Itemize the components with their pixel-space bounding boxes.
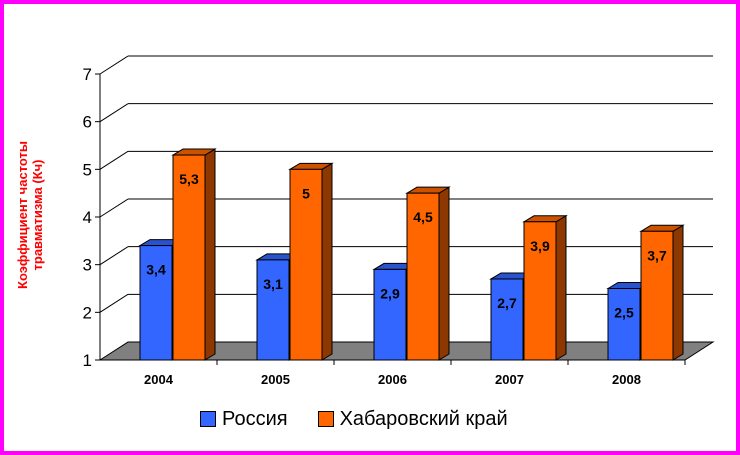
y-tick-label: 6	[83, 113, 92, 132]
y-axis-label-line-1: Коэффициент частоты	[15, 141, 30, 289]
y-tick-label: 3	[83, 256, 92, 275]
bar-front	[289, 168, 323, 361]
data-label: 5,3	[179, 171, 199, 187]
y-tick-label: 7	[83, 65, 92, 84]
gridline-side	[99, 246, 129, 266]
data-label: 2,7	[497, 295, 517, 311]
x-tick-label: 2005	[261, 372, 290, 387]
data-label: 3,1	[263, 276, 283, 292]
bar-front	[256, 259, 290, 361]
legend-item-khabarovsk: Хабаровский край	[317, 407, 508, 431]
bar-side	[555, 214, 567, 361]
y-axis-label-line-2: травматизма (Кч)	[30, 159, 45, 271]
data-label: 2,5	[614, 305, 634, 321]
bar-front	[490, 278, 524, 361]
data-label: 4,5	[413, 209, 433, 225]
x-tick-label: 2007	[495, 372, 524, 387]
legend-swatch-khabarovsk	[317, 411, 334, 427]
bar-front	[523, 221, 557, 361]
bar-khabarovsk-2008: 3,7	[639, 224, 685, 361]
bar-front	[640, 230, 674, 361]
data-label: 3,4	[146, 262, 166, 278]
y-axis-label-container: Коэффициент частоты травматизма (Кч)	[4, 110, 56, 320]
data-label: 3,7	[647, 247, 667, 263]
bar-front	[607, 288, 641, 361]
bar-front	[139, 245, 173, 361]
bar-side	[438, 186, 450, 361]
gridline-side	[99, 198, 129, 218]
bar-khabarovsk-2005: 5	[288, 162, 334, 361]
legend-label-russia: Россия	[222, 407, 288, 430]
legend: Россия Хабаровский край	[200, 404, 538, 434]
y-tick-label: 5	[83, 160, 92, 179]
data-label: 5	[302, 185, 310, 201]
bar-front	[373, 268, 407, 361]
legend-label-khabarovsk: Хабаровский край	[339, 407, 508, 430]
x-tick-label: 2006	[378, 372, 407, 387]
gridline-side	[99, 293, 129, 313]
gridline-side	[99, 55, 129, 75]
y-axis-label: Коэффициент частоты травматизма (Кч)	[15, 141, 45, 289]
gridline-side	[99, 150, 129, 170]
bar-side	[321, 162, 333, 361]
x-tick-label: 2004	[144, 372, 174, 387]
y-tick-label: 1	[83, 351, 92, 370]
y-tick-label: 2	[83, 303, 92, 322]
bar-front	[172, 154, 206, 361]
legend-swatch-russia	[200, 411, 216, 427]
bar-front	[406, 192, 440, 361]
data-label: 2,9	[380, 285, 400, 301]
bar-khabarovsk-2007: 3,9	[522, 214, 568, 361]
bar-side	[672, 224, 684, 361]
x-tick-label: 2008	[612, 372, 641, 387]
bar-side	[204, 148, 216, 361]
legend-item-russia: Россия	[200, 408, 288, 431]
bar-khabarovsk-2006: 4,5	[405, 186, 451, 361]
data-label: 3,9	[530, 238, 550, 254]
gridline-side	[99, 103, 129, 123]
bar-khabarovsk-2004: 5,3	[171, 148, 217, 361]
y-tick-label: 4	[83, 208, 92, 227]
